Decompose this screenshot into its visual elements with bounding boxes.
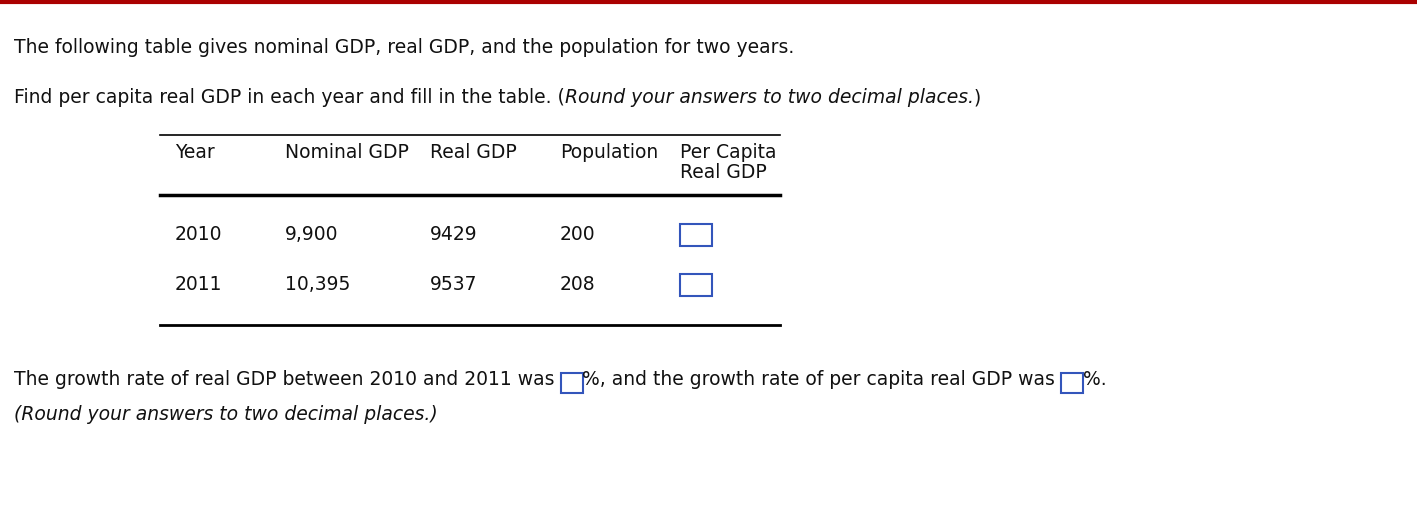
Text: Nominal GDP: Nominal GDP: [285, 143, 410, 162]
Text: 2010: 2010: [176, 225, 222, 244]
Text: Round your answers to two decimal places.: Round your answers to two decimal places…: [565, 88, 973, 107]
Text: (Round your answers to two decimal places.): (Round your answers to two decimal place…: [14, 405, 438, 424]
Text: The growth rate of real GDP between 2010 and 2011 was: The growth rate of real GDP between 2010…: [14, 370, 561, 389]
FancyBboxPatch shape: [1061, 373, 1084, 393]
FancyBboxPatch shape: [680, 224, 711, 246]
Text: Real GDP: Real GDP: [680, 163, 767, 182]
Text: Per Capita: Per Capita: [680, 143, 777, 162]
Text: The following table gives nominal GDP, real GDP, and the population for two year: The following table gives nominal GDP, r…: [14, 38, 795, 57]
Text: Population: Population: [560, 143, 659, 162]
Text: 9,900: 9,900: [285, 225, 339, 244]
Text: 200: 200: [560, 225, 595, 244]
Text: Find per capita real GDP in each year and fill in the table. (: Find per capita real GDP in each year an…: [14, 88, 565, 107]
Text: ): ): [973, 88, 981, 107]
Text: 2011: 2011: [176, 275, 222, 294]
Text: Real GDP: Real GDP: [429, 143, 517, 162]
Text: 208: 208: [560, 275, 595, 294]
FancyBboxPatch shape: [680, 274, 711, 296]
Text: Year: Year: [176, 143, 215, 162]
Text: %.: %.: [1084, 370, 1107, 389]
Text: 10,395: 10,395: [285, 275, 350, 294]
Text: 9537: 9537: [429, 275, 478, 294]
FancyBboxPatch shape: [561, 373, 582, 393]
Text: 9429: 9429: [429, 225, 478, 244]
Text: %, and the growth rate of per capita real GDP was: %, and the growth rate of per capita rea…: [582, 370, 1061, 389]
